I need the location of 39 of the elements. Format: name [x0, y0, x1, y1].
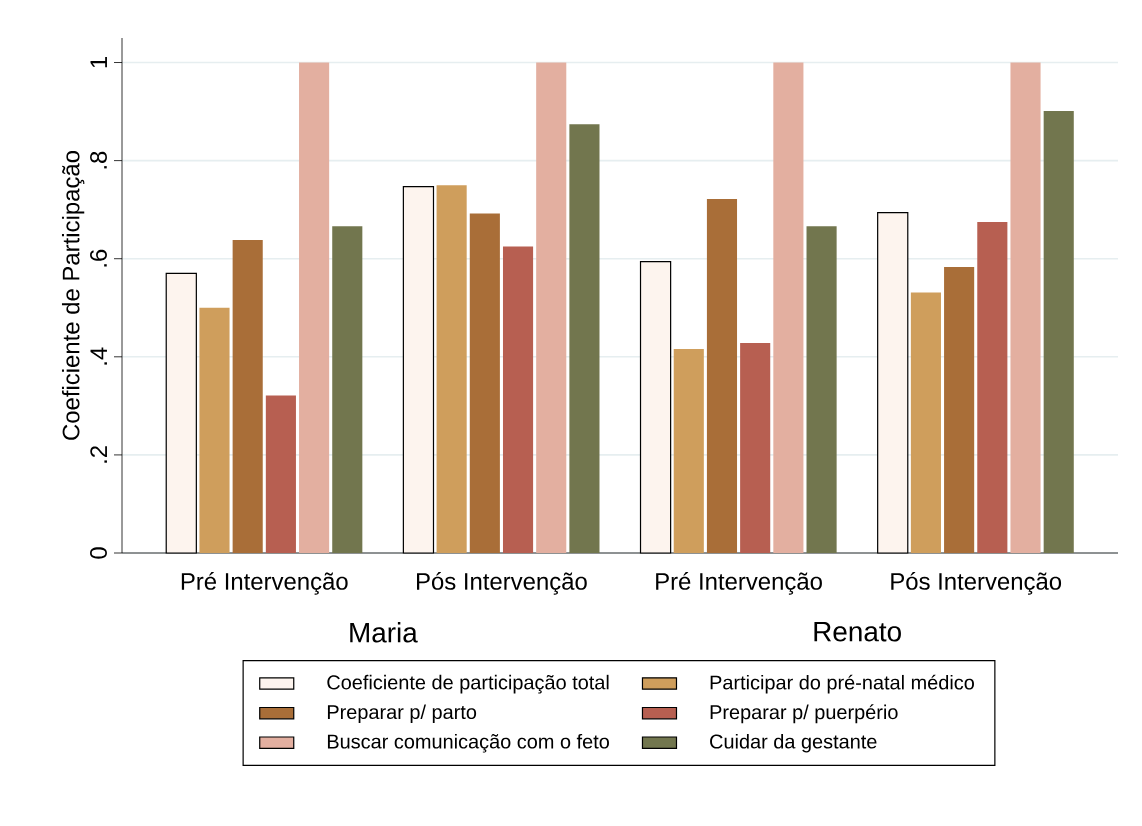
- bar: [436, 185, 467, 553]
- bar: [569, 124, 600, 553]
- bar: [910, 292, 941, 553]
- x-tick-label: Pré Intervenção: [656, 572, 822, 595]
- y-tick-label: .8: [90, 151, 107, 169]
- bar: [806, 226, 837, 553]
- bar: [469, 213, 500, 553]
- y-tick-label: 1: [90, 57, 107, 68]
- bar: [299, 62, 330, 553]
- y-tick-label: 0: [90, 547, 107, 559]
- legend-label: Cuidar da gestante: [710, 733, 877, 753]
- text: Maria: [350, 622, 418, 643]
- bar: [1043, 111, 1074, 553]
- bar: [1010, 62, 1041, 553]
- x-tick-label: Pós Intervenção: [891, 572, 1062, 595]
- legend-label: Preparar p/ puerpério: [710, 704, 898, 724]
- bar: [502, 246, 534, 553]
- legend-label: Participar do pré-natal médico: [710, 674, 974, 694]
- bar: [199, 307, 230, 553]
- y-tick-label: .6: [90, 249, 107, 267]
- bar: [706, 198, 738, 553]
- y-tick-label: .2: [90, 446, 107, 463]
- text: Renato: [814, 622, 901, 642]
- bar: [536, 62, 567, 553]
- bar: [773, 62, 804, 553]
- legend-label: Coeficiente de participação total: [327, 674, 609, 694]
- x-tick-label: Pré Intervenção: [181, 572, 348, 595]
- bar: [740, 343, 771, 553]
- bar: [265, 395, 296, 553]
- bar: [944, 267, 975, 553]
- y-axis-title: Coeficiente de Participação: [61, 151, 85, 440]
- x-tick-label: Pós Intervenção: [417, 572, 587, 595]
- bar: [332, 226, 363, 553]
- bar: [977, 221, 1008, 553]
- bar: [673, 348, 704, 553]
- y-tick-label: .4: [90, 347, 107, 365]
- legend-label: Buscar comunicação com o feto: [327, 733, 609, 753]
- legend-label: Preparar p/ parto: [327, 704, 477, 724]
- bar: [232, 240, 263, 553]
